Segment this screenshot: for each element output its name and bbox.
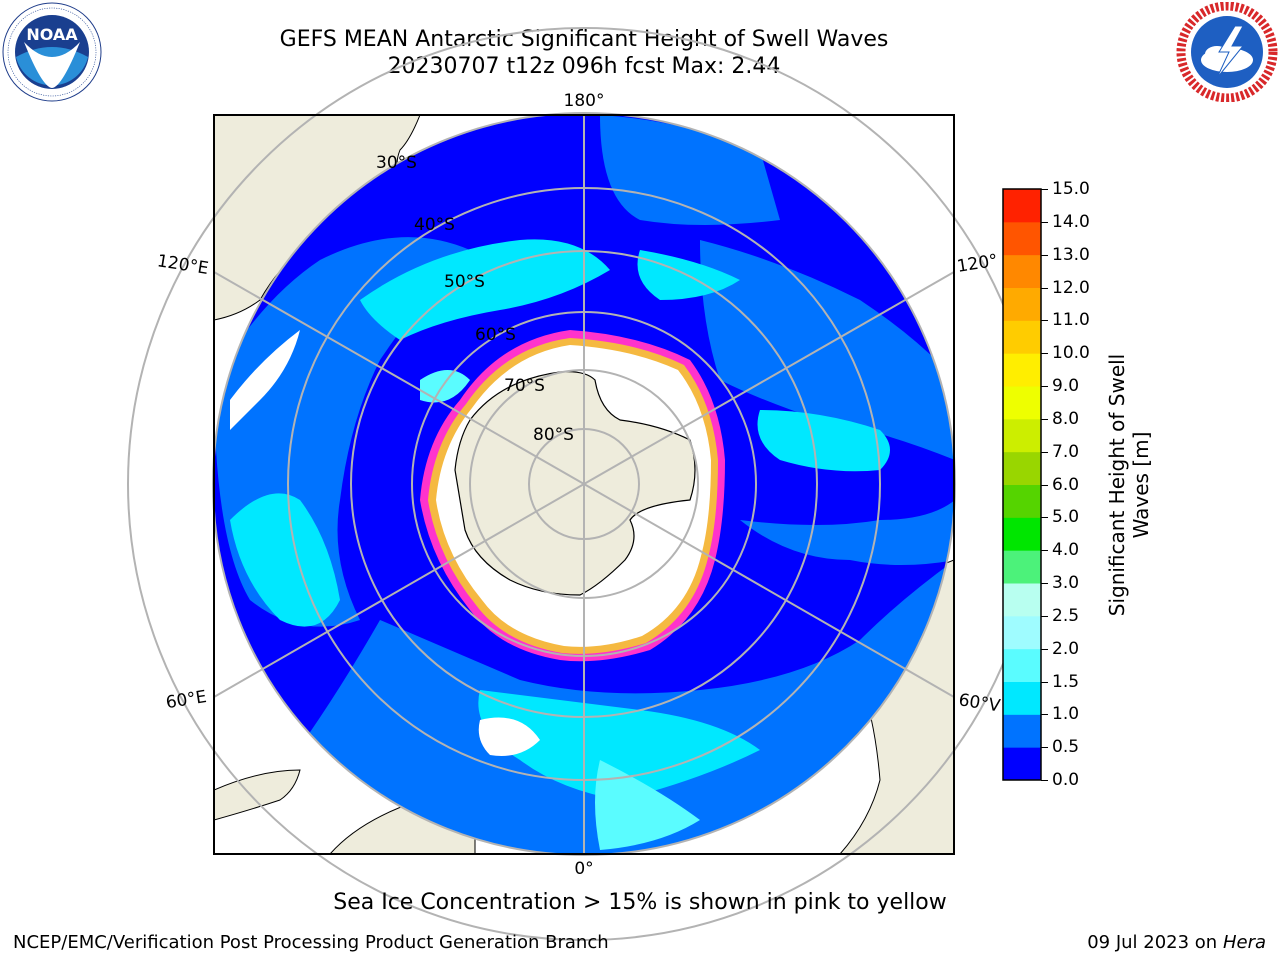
chart-subtitle: 20230707 t12z 096h fcst Max: 2.44 [387,54,781,79]
colorbar-swatch [1003,517,1041,551]
colorbar-swatch [1003,320,1041,354]
colorbar-tick-label: 11.0 [1052,310,1090,331]
colorbar-swatch [1003,189,1041,223]
noaa-logo-text: NOAA [26,25,78,44]
colorbar-tickmark [1041,484,1048,486]
colorbar-tickmark [1041,254,1048,256]
footer-producer: NCEP/EMC/Verification Post Processing Pr… [13,932,609,953]
lon-label-180: 180° [564,91,605,111]
colorbar-swatch [1003,583,1041,617]
colorbar-tickmark [1041,418,1048,420]
nws-logo [1176,2,1278,102]
colorbar-tickmark [1041,320,1048,322]
colorbar-tick-label: 9.0 [1052,376,1080,396]
lat-label-70s: 70°S [504,376,545,396]
lon-label-120w: 120° [956,251,1000,277]
colorbar-tickmark [1041,747,1048,749]
colorbar-tick-label: 5.0 [1052,507,1080,528]
colorbar-tickmark [1041,221,1048,223]
lat-label-40s: 40°S [414,215,455,235]
colorbar-tick-label: 2.0 [1052,638,1080,659]
map-frame [213,114,955,855]
colorbar-swatch [1003,386,1041,420]
colorbar-tick-label: 2.5 [1052,605,1080,626]
antarctica-landmass [454,371,696,596]
lon-label-0: 0° [574,859,593,879]
colorbar-swatch [1003,287,1041,321]
colorbar-tick-label: 12.0 [1052,277,1090,298]
footer-date: 09 Jul 2023 on Hera [1087,932,1266,953]
colorbar-tick-label: 8.0 [1052,408,1080,429]
colorbar-tick-label: 3.0 [1052,573,1080,593]
lat-label-50s: 50°S [444,272,485,292]
chart-title: GEFS MEAN Antarctic Significant Height o… [279,27,889,52]
colorbar-swatch [1003,451,1041,485]
colorbar-swatch [1003,221,1041,256]
colorbar-swatch [1003,418,1041,453]
colorbar-tick-label: 6.0 [1052,474,1080,495]
colorbar-tickmark [1041,353,1048,355]
colorbar-swatch [1003,714,1041,748]
colorbar-tick-label: 7.0 [1052,441,1080,462]
colorbar-tick-label: 0.5 [1052,737,1080,758]
africa-landmass [214,769,301,821]
colorbar-tick-label: 14.0 [1052,211,1090,232]
lon-label-60w: 60°V [957,690,1002,716]
colorbar-tickmark [1041,615,1048,617]
colorbar-tickmark [1041,189,1048,190]
colorbar-swatch [1003,254,1041,288]
colorbar-tick-label: 1.0 [1052,704,1080,725]
colorbar-tick-label: 13.0 [1052,244,1090,265]
colorbar-swatch [1003,681,1041,715]
lon-label-60e: 60°E [164,687,208,713]
colorbar-swatch [1003,353,1041,387]
colorbar-tickmark [1041,583,1048,584]
colorbar [1002,188,1042,781]
sea-ice-caption: Sea Ice Concentration > 15% is shown in … [333,890,947,915]
colorbar-tick-label: 15.0 [1052,179,1090,199]
colorbar-tickmark [1041,714,1048,716]
colorbar-tick-label: 4.0 [1052,540,1080,561]
colorbar-swatch [1003,484,1041,518]
noaa-logo: NOAA [2,2,102,102]
colorbar-tickmark [1041,648,1048,650]
colorbar-tickmark [1041,550,1048,552]
lat-label-80s: 80°S [533,425,574,445]
colorbar-tickmark [1041,681,1048,683]
colorbar-tickmark [1041,386,1048,387]
colorbar-tickmark [1041,287,1048,289]
lat-label-30s: 30°S [376,153,417,173]
colorbar-swatch [1003,747,1041,781]
lon-label-120e: 120°E [156,251,210,279]
colorbar-swatch [1003,648,1041,682]
colorbar-swatch [1003,550,1041,584]
colorbar-swatch [1003,615,1041,650]
lat-label-60s: 60°S [475,325,516,345]
colorbar-tick-label: 10.0 [1052,343,1090,364]
colorbar-tickmark [1041,780,1048,781]
colorbar-tickmark [1041,451,1048,453]
colorbar-tickmark [1041,517,1048,519]
colorbar-tick-label: 1.5 [1052,671,1080,692]
colorbar-tick-label: 0.0 [1052,770,1080,790]
